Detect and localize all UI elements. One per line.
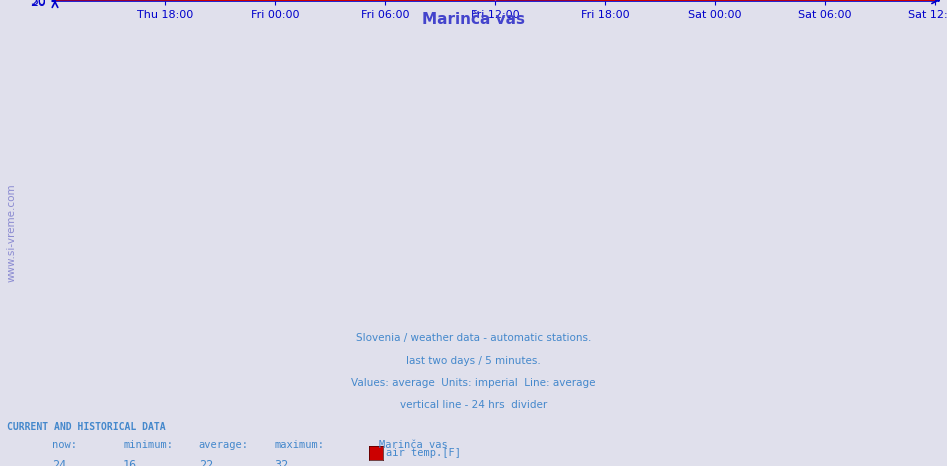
Text: Values: average  Units: imperial  Line: average: Values: average Units: imperial Line: av… <box>351 378 596 388</box>
Text: www.si-vreme.com: www.si-vreme.com <box>7 184 16 282</box>
Text: now:: now: <box>52 440 77 450</box>
Text: 16: 16 <box>123 459 137 466</box>
Text: Marinča vas: Marinča vas <box>422 12 525 27</box>
Text: Slovenia / weather data - automatic stations.: Slovenia / weather data - automatic stat… <box>356 333 591 343</box>
Text: vertical line - 24 hrs  divider: vertical line - 24 hrs divider <box>400 400 547 410</box>
Text: last two days / 5 minutes.: last two days / 5 minutes. <box>406 356 541 365</box>
Text: CURRENT AND HISTORICAL DATA: CURRENT AND HISTORICAL DATA <box>7 422 166 432</box>
Text: air temp.[F]: air temp.[F] <box>386 448 461 459</box>
Text: minimum:: minimum: <box>123 440 173 450</box>
Text: average:: average: <box>199 440 249 450</box>
Text: 32: 32 <box>275 459 289 466</box>
Text: Marinča vas: Marinča vas <box>379 440 448 450</box>
Text: 24: 24 <box>52 459 66 466</box>
Text: maximum:: maximum: <box>275 440 325 450</box>
Text: 22: 22 <box>199 459 213 466</box>
